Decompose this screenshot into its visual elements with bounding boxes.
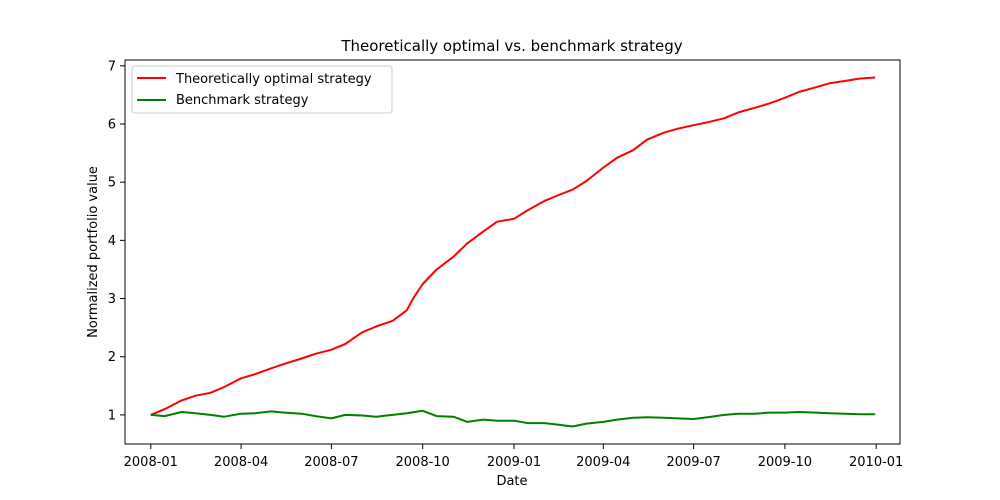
x-axis: 2008-01 2008-04 2008-07 2008-10 2009-01 2009-…	[124, 444, 903, 470]
y-tick-label: 3	[108, 292, 116, 307]
x-tick-label: 2008-07	[304, 455, 358, 470]
y-axis: 1 2 3 4 5 6 7	[108, 59, 125, 423]
y-tick-label: 2	[108, 350, 116, 365]
legend-label-optimal: Theoretically optimal strategy	[175, 72, 372, 87]
y-tick-label: 7	[108, 59, 116, 74]
legend-label-benchmark: Benchmark strategy	[176, 93, 309, 108]
plot-area	[124, 59, 901, 445]
x-axis-label: Date	[496, 474, 527, 489]
x-tick-label: 2009-07	[666, 455, 720, 470]
x-tick-label: 2008-04	[214, 455, 268, 470]
x-tick-label: 2009-04	[576, 455, 630, 470]
x-tick-label: 2008-01	[124, 455, 178, 470]
x-tick-label: 2010-01	[849, 455, 903, 470]
axes-frame	[124, 59, 901, 445]
y-tick-label: 6	[108, 118, 116, 133]
legend-box	[131, 65, 393, 114]
x-tick-label: 2008-10	[396, 455, 450, 470]
y-axis-label: Normalized portfolio value	[86, 166, 101, 338]
chart-title: Theoretically optimal vs. benchmark stra…	[340, 37, 682, 55]
y-tick-label: 1	[108, 408, 116, 423]
series-layer	[150, 76, 876, 428]
x-tick-label: 2009-10	[758, 455, 812, 470]
series-line-benchmark	[150, 409, 876, 428]
legend: Theoretically optimal strategy Benchmark…	[131, 65, 393, 114]
y-tick-label: 4	[108, 234, 116, 249]
series-line-optimal	[150, 76, 876, 416]
x-tick-label: 2009-01	[487, 455, 541, 470]
y-tick-label: 5	[108, 176, 116, 191]
